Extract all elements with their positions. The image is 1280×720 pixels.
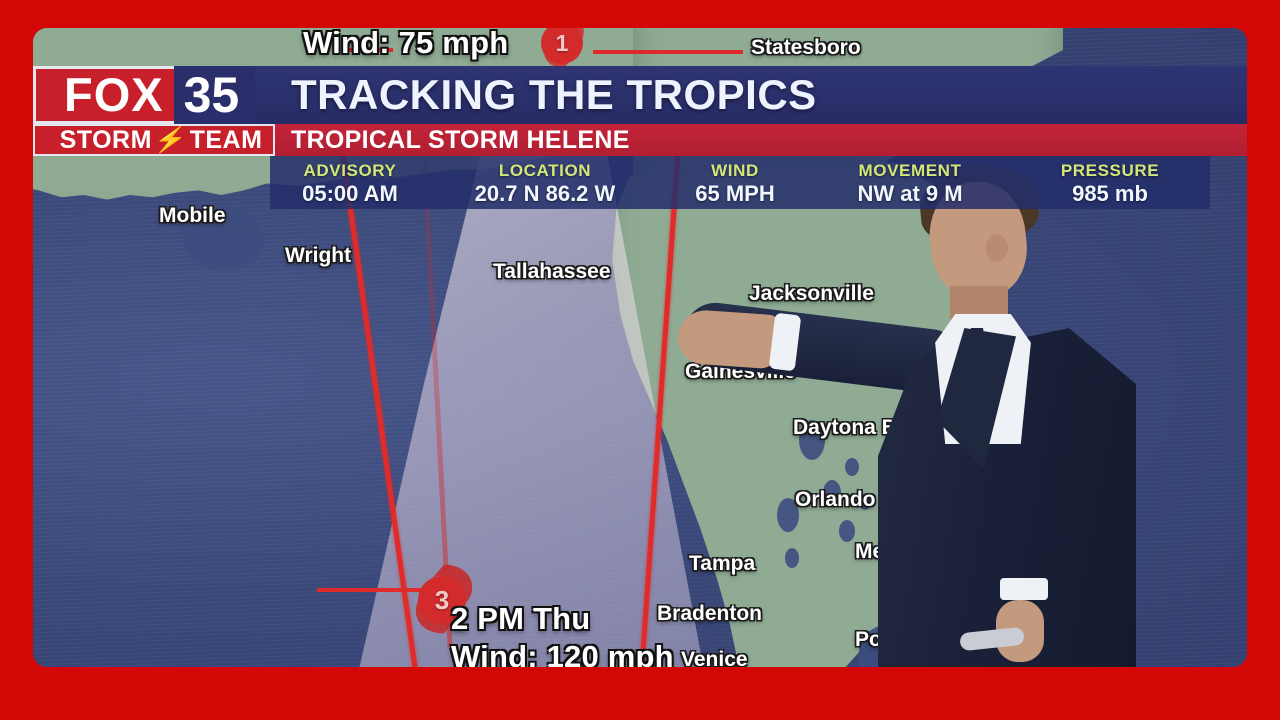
fox35-logo-row: FOX 35 [33, 66, 275, 124]
meteorologist-cuff-right [1000, 578, 1048, 600]
city-label: Wright [285, 244, 352, 267]
stat-pressure-value: 985 mb [1072, 180, 1148, 206]
stat-location-label: LOCATION [498, 160, 592, 180]
lake [183, 208, 265, 270]
stat-movement-value: NW at 9 M [857, 180, 963, 206]
stat-movement: MOVEMENT NW at 9 M [810, 156, 1010, 209]
lake [859, 494, 871, 510]
stat-pressure: PRESSURE 985 mb [1010, 156, 1210, 209]
lightning-bolt-icon: ⚡ [151, 126, 190, 154]
video-screen: Wind: 75 mph 1 3 2 PM Thu Wind: 120 mph … [33, 28, 1247, 667]
city-label: Mobile [159, 204, 226, 227]
page-subtitle: TROPICAL STORM HELENE [291, 125, 630, 154]
team-word: TEAM [189, 126, 263, 154]
stat-pressure-label: PRESSURE [1060, 160, 1160, 180]
callout-bottom: 2 PM Thu Wind: 120 mph Gust: 150 mph [451, 600, 674, 667]
storm-category-label: 3 [434, 584, 450, 615]
stat-advisory-value: 05:00 AM [302, 180, 398, 206]
stat-advisory-label: ADVISORY [303, 160, 397, 180]
callout-top-wind: Wind: 75 mph [303, 28, 509, 60]
callout-bottom-time: 2 PM Thu [451, 601, 591, 636]
lake [845, 458, 859, 476]
callout-bottom-wind: Wind: 120 mph [451, 639, 674, 667]
city-label: Venice [681, 648, 748, 667]
city-label: Statesboro [751, 36, 861, 59]
stat-location-value: 20.7 N 86.2 W [474, 180, 616, 206]
storm-category-marker-3[interactable]: 3 [418, 576, 466, 624]
lake [785, 548, 799, 568]
lake [823, 480, 841, 506]
storm-word: STORM [59, 126, 152, 154]
lake [777, 498, 799, 532]
meteorologist-ear [986, 234, 1008, 262]
stat-wind-value: 65 MPH [695, 180, 775, 206]
cone-tie [593, 50, 743, 54]
stat-movement-label: MOVEMENT [858, 160, 962, 180]
lake [839, 520, 855, 542]
storm-stats-bar: ADVISORY 05:00 AM LOCATION 20.7 N 86.2 W… [270, 156, 1210, 209]
stat-wind-label: WIND [711, 160, 759, 180]
stat-wind: WIND 65 MPH [660, 156, 810, 209]
stat-location: LOCATION 20.7 N 86.2 W [430, 156, 660, 209]
city-label: Orlando [795, 488, 876, 511]
lake [799, 420, 825, 460]
stat-advisory: ADVISORY 05:00 AM [270, 156, 430, 209]
meteorologist-hand [676, 308, 782, 370]
meteorologist [676, 138, 1168, 667]
city-label: Tallahassee [493, 260, 611, 283]
city-label: Bradenton [657, 602, 762, 625]
city-label: Jacksonville [749, 282, 874, 305]
cone-tie [349, 48, 393, 52]
channel-number: 35 [173, 66, 256, 124]
city-label: Tampa [689, 552, 756, 575]
storm-category-label: 1 [555, 29, 569, 56]
callout-top: Wind: 75 mph [303, 28, 508, 61]
cone-tie [317, 588, 437, 592]
fox-wordmark: FOX [33, 66, 174, 124]
page-title: TRACKING THE TROPICS [291, 71, 817, 118]
storm-team-badge: STORM ⚡ TEAM [33, 124, 275, 156]
fox35-storm-team-logo: FOX 35 STORM ⚡ TEAM [33, 66, 275, 156]
storm-category-marker-1[interactable]: 1 [541, 28, 583, 64]
